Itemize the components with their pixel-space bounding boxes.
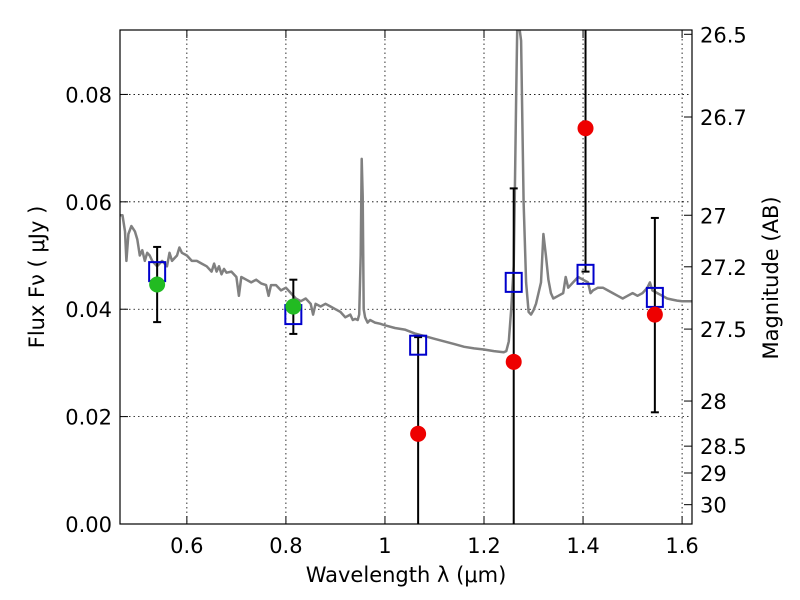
observed-flux-point (149, 276, 166, 293)
model-flux-square (504, 271, 523, 293)
magnitude-tick-label: 26.7 (700, 106, 747, 130)
x-tick-label: 0.6 (170, 534, 203, 558)
magnitude-tick-label: 28 (700, 390, 727, 414)
magnitude-tick-label: 30 (700, 494, 727, 518)
magnitude-tick-label: 29 (700, 462, 727, 486)
plot-frame (119, 29, 693, 525)
x-tick-label: 1 (378, 534, 391, 558)
observed-flux-point (577, 120, 594, 137)
observed-flux-point (505, 353, 522, 370)
observed-flux-point (646, 306, 663, 323)
magnitude-tick-label: 26.5 (700, 23, 747, 47)
observed-point-layer (149, 120, 663, 442)
y-tick-label: 0.04 (65, 298, 112, 322)
magnitude-tick-label: 27.2 (700, 256, 747, 280)
model-flux-square (409, 334, 428, 356)
observed-flux-point (410, 425, 427, 442)
y-axis-label: Flux Fν ( μJy ) (25, 206, 49, 349)
y-tick-label: 0.00 (65, 513, 112, 537)
tick-layer: 0.6 0.8 1 1.2 1.4 1.6 0.00 0.02 0.04 0.06 0.08 26.5… (65, 23, 747, 558)
y-tick-label: 0.08 (65, 83, 112, 107)
model-square-layer (148, 261, 664, 356)
x-tick-label: 0.8 (269, 534, 302, 558)
y-tick-label: 0.02 (65, 406, 112, 430)
model-flux-square (576, 263, 595, 285)
x-tick-label: 1.6 (665, 534, 698, 558)
observed-flux-point (285, 298, 302, 315)
spectrum-line (120, 30, 692, 354)
grid-layer (120, 30, 692, 525)
magnitude-tick-label: 27.5 (700, 318, 747, 342)
x-tick-label: 1.4 (566, 534, 599, 558)
x-tick-label: 1.2 (467, 534, 500, 558)
y-tick-label: 0.06 (65, 191, 112, 215)
magnitude-tick-label: 27 (700, 204, 727, 228)
x-axis-label: Wavelength λ (μm) (306, 563, 507, 587)
magnitude-tick-label: 28.5 (700, 435, 747, 459)
spectrum-layer (120, 30, 692, 354)
y2-axis-label: Magnitude (AB) (759, 196, 783, 359)
